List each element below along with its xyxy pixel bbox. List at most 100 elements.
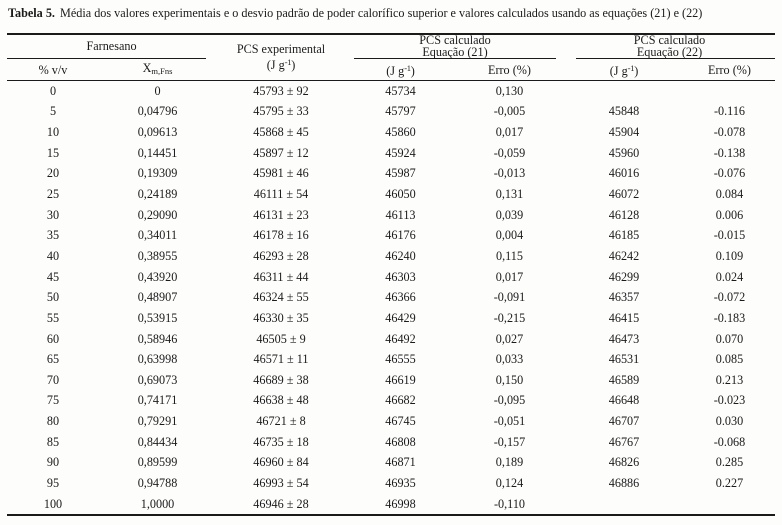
- table-cell: 46415: [608, 310, 640, 325]
- table-cell: 0,017: [495, 269, 524, 284]
- table-cell: 46589: [608, 372, 640, 387]
- table-row: 45 0,43920 46311 ± 44 46303 0,017 46299 0.024: [7, 267, 775, 288]
- table-row: 50 0,48907 46324 ± 55 46366 -0,091 46357 -0.07…: [7, 287, 775, 308]
- table-header: Farnesano PCS experimental (J g-1) PCS c…: [7, 34, 775, 81]
- table-cell: 0,48907: [137, 290, 178, 305]
- table-cell: 45924: [385, 145, 416, 160]
- subscript-m-fns: m,Fns: [151, 66, 173, 76]
- table-cell: 35: [46, 228, 60, 243]
- table-cell: 10: [46, 125, 60, 140]
- table-cell: -0,157: [493, 434, 526, 449]
- table-cell: 0,43920: [137, 269, 178, 284]
- table-cell: 0,74171: [137, 393, 178, 408]
- table-cell: 46946 ± 28: [253, 496, 309, 511]
- table-cell: 90: [46, 455, 60, 470]
- table-caption-label: Tabela 5.: [8, 6, 55, 20]
- table-cell: 0,033: [495, 352, 524, 367]
- table-cell: 46826: [608, 455, 640, 470]
- table-cell: 80: [46, 414, 60, 429]
- header-unit-eq21: (J g-1): [346, 59, 455, 81]
- table-row: 5 0,04796 45795 ± 33 45797 -0,005 45848 -0.116: [7, 102, 775, 123]
- table-cell: 45734: [385, 83, 416, 98]
- table-row: 40 0,38955 46293 ± 28 46240 0,115 46242 0.109: [7, 246, 775, 267]
- table-cell: 0,150: [495, 372, 524, 387]
- table-cell: 0,039: [495, 207, 524, 222]
- table-cell: 0,131: [495, 187, 524, 202]
- header-unit-eq22: (J g-1): [564, 59, 684, 81]
- table-cell: 0,115: [496, 248, 523, 263]
- table-cell: 0: [154, 83, 161, 98]
- table-cell: 45848: [608, 104, 640, 119]
- table-cell: 46131 ± 23: [253, 207, 309, 222]
- table-cell: 0,69073: [137, 372, 178, 387]
- table-cell: 75: [46, 393, 60, 408]
- table-cell: -0,051: [493, 414, 526, 429]
- table-cell: 55: [46, 310, 60, 325]
- table-cell: 0.084: [715, 187, 744, 202]
- superscript-minus-one: -1: [404, 63, 411, 73]
- table-cell: 5: [49, 104, 57, 119]
- table-cell: -0,110: [493, 496, 526, 511]
- header-erro-eq21: Erro (%): [455, 59, 564, 81]
- table-cell: [564, 81, 684, 102]
- table-cell: 45897 ± 12: [253, 145, 309, 160]
- table-row: 35 0,34011 46178 ± 16 46176 0,004 46185 -0.015: [7, 225, 775, 246]
- table-cell: 46330 ± 35: [253, 310, 309, 325]
- table-cell: 46993 ± 54: [253, 475, 309, 490]
- table-cell: 46293 ± 28: [253, 248, 309, 263]
- table-cell: 46505 ± 9: [256, 331, 306, 346]
- table-body: 0 0 45793 ± 92 45734 0,130 5 0,04796 45795 ± 33…: [7, 81, 775, 516]
- table-cell: 46240: [385, 248, 416, 263]
- table-cell: 46242: [608, 248, 640, 263]
- table-row: 75 0,74171 46638 ± 48 46682 -0,095 46648 -0.02…: [7, 391, 775, 412]
- table-cell: [684, 81, 775, 102]
- table-cell: 46324 ± 55: [253, 290, 309, 305]
- table-cell: 46072: [608, 187, 640, 202]
- header-farnesano-label: Farnesano: [86, 39, 137, 54]
- header-group-equation-21: PCS calculado Equação (21): [346, 34, 564, 59]
- table-cell: 0,29090: [137, 207, 178, 222]
- table-row: 70 0,69073 46689 ± 38 46619 0,150 46589 0.213: [7, 370, 775, 391]
- table-cell: -0,095: [493, 393, 526, 408]
- table-cell: 46648: [608, 393, 640, 408]
- table-cell: 46113: [385, 207, 416, 222]
- table-cell: -0.072: [713, 290, 746, 305]
- table-cell: 0.227: [715, 475, 744, 490]
- table-cell: 46735 ± 18: [253, 434, 309, 449]
- table-cell: 0,189: [495, 455, 524, 470]
- table-row: 60 0,58946 46505 ± 9 46492 0,027 46473 0.070: [7, 329, 775, 350]
- table-cell: 0,58946: [137, 331, 178, 346]
- table-cell: 46016: [608, 166, 640, 181]
- table-cell: -0,013: [493, 166, 526, 181]
- table-cell: 45987: [385, 166, 416, 181]
- table-cell: 0,84434: [137, 434, 178, 449]
- table-cell: 45860: [385, 125, 416, 140]
- data-table: Farnesano PCS experimental (J g-1) PCS c…: [7, 33, 775, 517]
- table-cell: 85: [46, 434, 60, 449]
- table-cell: -0.015: [713, 228, 746, 243]
- table-cell: 0.030: [715, 414, 744, 429]
- table-cell: 46185: [608, 228, 640, 243]
- table-cell: [564, 494, 684, 516]
- table-cell: -0.068: [713, 434, 746, 449]
- table-cell: 100: [43, 496, 63, 511]
- table-cell: 46808: [385, 434, 416, 449]
- table-cell: 30: [46, 207, 60, 222]
- table-cell: 0,19309: [137, 166, 178, 181]
- table-cell: 0.213: [715, 372, 744, 387]
- table-cell: 0,130: [495, 83, 524, 98]
- superscript-minus-one: -1: [627, 63, 635, 73]
- table-cell: 45868 ± 45: [253, 125, 309, 140]
- table-cell: 46571 ± 11: [253, 352, 309, 367]
- equation-22-underline-rule: [576, 57, 775, 59]
- table-cell: 46128: [608, 207, 640, 222]
- table-cell: 45793 ± 92: [253, 83, 309, 98]
- table-cell: 46998: [385, 496, 416, 511]
- table-cell: -0.023: [713, 393, 746, 408]
- table-row: 10 0,09613 45868 ± 45 45860 0,017 45904 -0.078: [7, 122, 775, 143]
- table-cell: 46176: [385, 228, 416, 243]
- table-cell: -0,091: [493, 290, 526, 305]
- table-row: 80 0,79291 46721 ± 8 46745 -0,051 46707 0.030: [7, 411, 775, 432]
- header-pcs-experimental-unit: (J g-1): [266, 57, 296, 72]
- table-row: 30 0,29090 46131 ± 23 46113 0,039 46128 0.006: [7, 205, 775, 226]
